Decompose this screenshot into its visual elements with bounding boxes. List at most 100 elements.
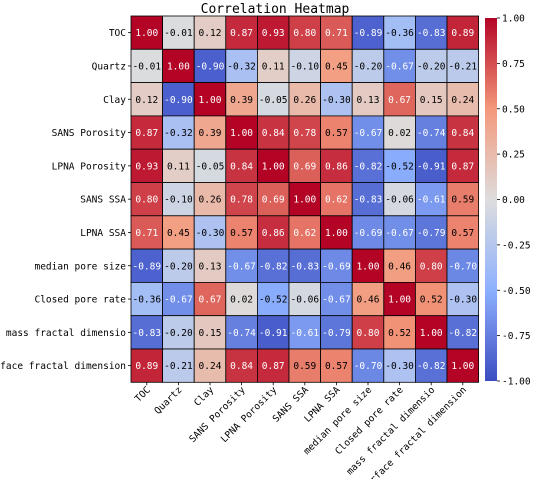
cell-value-label: 0.93 — [135, 161, 158, 172]
cell-value-label: 0.15 — [199, 328, 222, 339]
cell-value-label: 0.69 — [262, 195, 285, 206]
y-tick-label: Clay — [103, 95, 126, 106]
heatmap-cell — [256, 315, 290, 350]
cell-value-label: 0.57 — [451, 228, 474, 239]
cell-value-label: -0.10 — [290, 61, 319, 72]
cell-value-label: 0.86 — [262, 228, 285, 239]
cell-value-label: 0.02 — [230, 295, 253, 306]
cell-value-label: 0.69 — [293, 161, 316, 172]
colorbar-tick-label: 0.25 — [502, 150, 525, 161]
heatmap-cell — [193, 281, 227, 317]
cell-value-label: 0.89 — [451, 28, 474, 39]
heatmap-cell — [320, 115, 353, 150]
cell-value-label: 0.12 — [135, 95, 158, 106]
cell-value-label: 1.00 — [357, 261, 380, 272]
cell-value-label: 1.00 — [199, 95, 222, 106]
cell-value-label: 0.52 — [388, 328, 411, 339]
cell-value-label: -0.89 — [132, 261, 161, 272]
cell-value-label: -0.06 — [385, 195, 414, 206]
heatmap-cell — [351, 281, 385, 317]
heatmap-cell — [288, 148, 322, 183]
cell-value-label: 0.89 — [135, 361, 158, 372]
cell-value-label: 0.80 — [293, 28, 316, 39]
heatmap-cell — [383, 182, 416, 217]
cell-value-label: 0.84 — [262, 128, 285, 139]
cell-value-label: -0.30 — [385, 361, 414, 372]
cell-value-label: 0.84 — [451, 128, 474, 139]
cell-value-label: -0.01 — [164, 28, 193, 39]
heatmap-cell — [446, 215, 480, 250]
x-tick-label: LPNA Porosity — [219, 384, 280, 445]
cell-value-label: -0.67 — [354, 128, 383, 139]
cell-value-label: -0.67 — [227, 261, 256, 272]
cell-value-label: -0.83 — [417, 28, 446, 39]
cell-value-label: -0.36 — [132, 295, 161, 306]
cell-value-label: -0.06 — [290, 295, 319, 306]
colorbar: 1.00 0.75 0.50 0.25 0.00 -0.25 -0.50 -0.75 -1.00 — [485, 14, 531, 388]
cell-value-label: 0.62 — [293, 228, 316, 239]
heatmap-cell — [225, 315, 258, 350]
cell-value-label: 1.00 — [262, 161, 285, 172]
heatmap-cell — [446, 315, 480, 350]
colorbar-tick-label: -1.00 — [502, 377, 531, 388]
cell-value-label: 0.26 — [199, 195, 222, 206]
cell-value-label: 0.45 — [167, 228, 190, 239]
heatmap-cell — [383, 215, 416, 250]
colorbar-tick-label: -0.50 — [502, 286, 531, 297]
cell-value-label: -0.01 — [132, 61, 161, 72]
heatmap-cell — [414, 281, 448, 317]
heatmap-cell — [256, 82, 290, 117]
heatmap-cell — [351, 215, 385, 250]
cell-value-label: -0.90 — [164, 95, 193, 106]
heatmap-cell — [320, 248, 353, 283]
heatmap-cell — [193, 315, 227, 350]
heatmap-cell — [162, 148, 195, 183]
heatmap-cell — [383, 82, 416, 117]
cell-value-label: -0.21 — [448, 61, 477, 72]
heatmap-cell — [320, 48, 353, 83]
cell-value-label: -0.20 — [164, 261, 193, 272]
x-tick-label: SANS Porosity — [187, 384, 248, 445]
heatmap-cell — [256, 248, 290, 283]
cell-value-label: 0.67 — [199, 295, 222, 306]
cell-value-label: 0.13 — [357, 95, 380, 106]
heatmap-cell — [130, 182, 164, 217]
heatmap-cell — [446, 182, 480, 217]
colorbar-tick-label: -0.25 — [502, 240, 531, 251]
cell-value-label: 0.39 — [199, 128, 222, 139]
cell-value-label: -0.79 — [417, 228, 446, 239]
heatmap-cell — [446, 248, 480, 283]
heatmap-cell — [162, 248, 195, 283]
cell-value-label: -0.79 — [322, 328, 351, 339]
heatmap-cells: 1.00 -0.01 0.12 0.87 0.93 0.80 0.71 -0.89 -0.36 -… — [130, 15, 480, 383]
cell-value-label: 0.57 — [325, 361, 348, 372]
cell-value-label: 0.59 — [451, 195, 474, 206]
cell-value-label: 0.71 — [135, 228, 158, 239]
cell-value-label: 0.46 — [388, 261, 411, 272]
cell-value-label: 0.86 — [325, 161, 348, 172]
cell-value-label: -0.82 — [417, 361, 446, 372]
cell-value-label: -0.21 — [164, 361, 193, 372]
cell-value-label: -0.67 — [385, 228, 414, 239]
y-tick-label: LPNA Porosity — [52, 161, 127, 172]
cell-value-label: -0.20 — [164, 328, 193, 339]
cell-value-label: 0.12 — [199, 28, 222, 39]
cell-value-label: 0.57 — [230, 228, 253, 239]
heatmap-cell — [320, 215, 353, 250]
heatmap-cell — [383, 48, 416, 83]
cell-value-label: -0.70 — [354, 361, 383, 372]
cell-value-label: 1.00 — [293, 195, 316, 206]
heatmap-cell — [130, 215, 164, 250]
heatmap-cell — [288, 248, 322, 283]
cell-value-label: 1.00 — [388, 295, 411, 306]
heatmap-cell — [320, 82, 353, 117]
heatmap-cell — [446, 348, 480, 383]
heatmap-cell — [256, 148, 290, 183]
cell-value-label: -0.61 — [417, 195, 446, 206]
cell-value-label: 0.15 — [420, 95, 443, 106]
cell-value-label: 0.80 — [420, 261, 443, 272]
cell-value-label: 0.52 — [420, 295, 443, 306]
heatmap-cell — [414, 248, 448, 283]
heatmap-cell — [351, 315, 385, 350]
cell-value-label: 0.87 — [135, 128, 158, 139]
